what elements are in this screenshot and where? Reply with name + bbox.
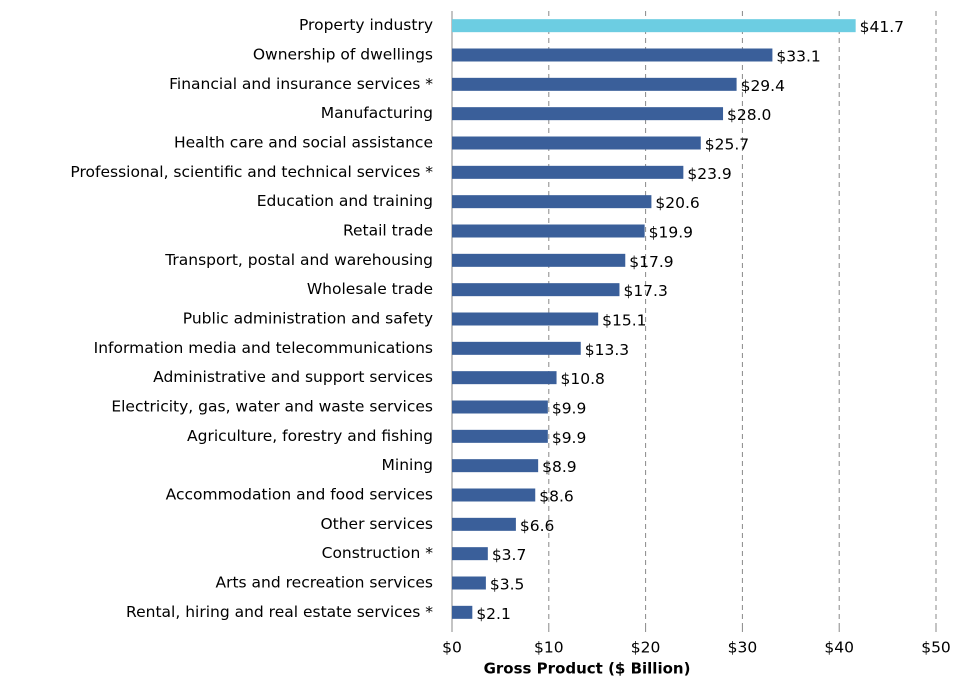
x-tick-label: $20 bbox=[631, 639, 661, 657]
y-tick-label: Arts and recreation services bbox=[215, 574, 433, 592]
y-tick-label: Transport, postal and warehousing bbox=[164, 251, 433, 269]
data-label: $3.7 bbox=[492, 546, 527, 564]
y-tick-label: Education and training bbox=[257, 192, 433, 210]
bar bbox=[452, 312, 599, 326]
bar bbox=[452, 195, 652, 209]
y-tick-label: Information media and telecommunications bbox=[94, 339, 433, 357]
data-label: $15.1 bbox=[602, 312, 646, 330]
bar bbox=[452, 547, 488, 561]
data-label: $6.6 bbox=[520, 517, 555, 535]
data-label: $28.0 bbox=[727, 106, 771, 124]
y-tick-label: Property industry bbox=[299, 16, 433, 34]
y-tick-label: Accommodation and food services bbox=[166, 486, 433, 504]
bar bbox=[452, 19, 856, 33]
y-tick-label: Financial and insurance services * bbox=[169, 75, 433, 93]
data-label: $29.4 bbox=[741, 77, 785, 95]
bar bbox=[452, 576, 486, 590]
y-tick-label: Other services bbox=[320, 515, 433, 533]
data-label: $19.9 bbox=[649, 224, 693, 242]
y-tick-label: Construction * bbox=[322, 544, 434, 562]
bar bbox=[452, 253, 626, 267]
y-tick-label: Public administration and safety bbox=[183, 310, 433, 328]
data-label: $33.1 bbox=[776, 48, 820, 66]
x-tick-label: $40 bbox=[824, 639, 854, 657]
data-label: $41.7 bbox=[860, 18, 904, 36]
bar bbox=[452, 136, 701, 150]
bar bbox=[452, 283, 620, 297]
bar bbox=[452, 165, 684, 179]
data-label: $9.9 bbox=[552, 429, 587, 447]
y-tick-label: Mining bbox=[382, 456, 433, 474]
y-tick-label: Electricity, gas, water and waste servic… bbox=[111, 398, 433, 416]
bar bbox=[452, 459, 539, 473]
y-tick-label: Agriculture, forestry and fishing bbox=[187, 427, 433, 445]
y-tick-label: Professional, scientific and technical s… bbox=[70, 163, 433, 181]
bar bbox=[452, 400, 548, 414]
bar bbox=[452, 488, 536, 502]
bar bbox=[452, 605, 473, 619]
y-tick-label: Retail trade bbox=[343, 222, 433, 240]
data-label: $20.6 bbox=[655, 194, 699, 212]
data-label: $10.8 bbox=[561, 370, 605, 388]
y-tick-label: Manufacturing bbox=[321, 104, 433, 122]
bar bbox=[452, 429, 548, 443]
data-label: $2.1 bbox=[476, 605, 511, 623]
data-label: $3.5 bbox=[490, 576, 525, 594]
x-tick-label: $50 bbox=[921, 639, 951, 657]
y-tick-label: Wholesale trade bbox=[307, 280, 433, 298]
y-tick-label: Administrative and support services bbox=[153, 368, 433, 386]
y-tick-label: Ownership of dwellings bbox=[253, 46, 433, 64]
y-tick-label: Rental, hiring and real estate services … bbox=[126, 603, 433, 621]
data-label: $8.9 bbox=[542, 458, 577, 476]
bar bbox=[452, 371, 557, 385]
bar bbox=[452, 48, 773, 62]
data-label: $17.3 bbox=[623, 282, 667, 300]
bar bbox=[452, 224, 645, 238]
data-label: $8.6 bbox=[539, 488, 574, 506]
data-label: $9.9 bbox=[552, 400, 587, 418]
data-label: $25.7 bbox=[705, 136, 749, 154]
y-tick-label: Health care and social assistance bbox=[174, 134, 433, 152]
bar bbox=[452, 77, 737, 91]
bar bbox=[452, 517, 516, 531]
data-label: $23.9 bbox=[687, 165, 731, 183]
x-axis-title: Gross Product ($ Billion) bbox=[484, 660, 691, 678]
x-tick-label: $30 bbox=[728, 639, 758, 657]
data-label: $13.3 bbox=[585, 341, 629, 359]
x-tick-label: $0 bbox=[442, 639, 462, 657]
x-tick-label: $10 bbox=[534, 639, 564, 657]
bar bbox=[452, 341, 581, 355]
bar bbox=[452, 107, 724, 121]
data-label: $17.9 bbox=[629, 253, 673, 271]
